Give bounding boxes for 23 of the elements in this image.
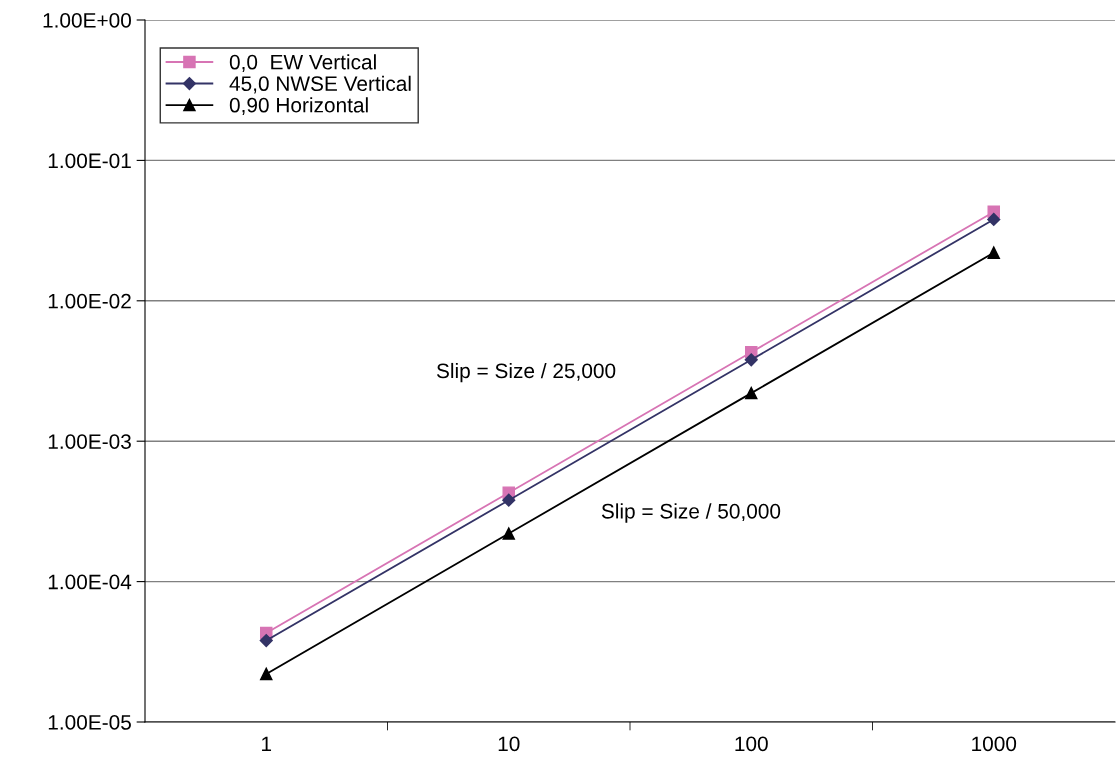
point (259, 667, 273, 681)
legend-label: 45,0 NWSE Vertical (229, 75, 411, 94)
y-tick-label: 1.00E-02 (48, 293, 131, 309)
x-tick-label: 1000 (972, 736, 1017, 752)
y-tick-label: 1.00E-03 (48, 434, 131, 449)
x-tick-label: 100 (735, 736, 768, 752)
point (987, 246, 1001, 259)
point (987, 212, 1001, 226)
y-tick-label: 1.00E-05 (48, 715, 131, 730)
legend-label: 0,90 Horizontal (229, 97, 368, 115)
point (502, 493, 516, 507)
point (259, 634, 273, 648)
annotation: Slip = Size / 25,000 (436, 362, 616, 383)
point (502, 527, 516, 540)
point (744, 386, 758, 400)
y-tick-label: 1.00E-01 (48, 153, 131, 169)
legend-label: 0,0 EW Vertical (229, 54, 376, 72)
x-tick-label: 1 (262, 736, 272, 751)
y-tick-label: 1.00E-04 (48, 574, 132, 590)
y-tick-label: 1.00E+00 (43, 13, 131, 28)
x-tick-label: 10 (498, 736, 520, 752)
point (744, 353, 758, 367)
annotation: Slip = Size / 50,000 (601, 503, 781, 523)
